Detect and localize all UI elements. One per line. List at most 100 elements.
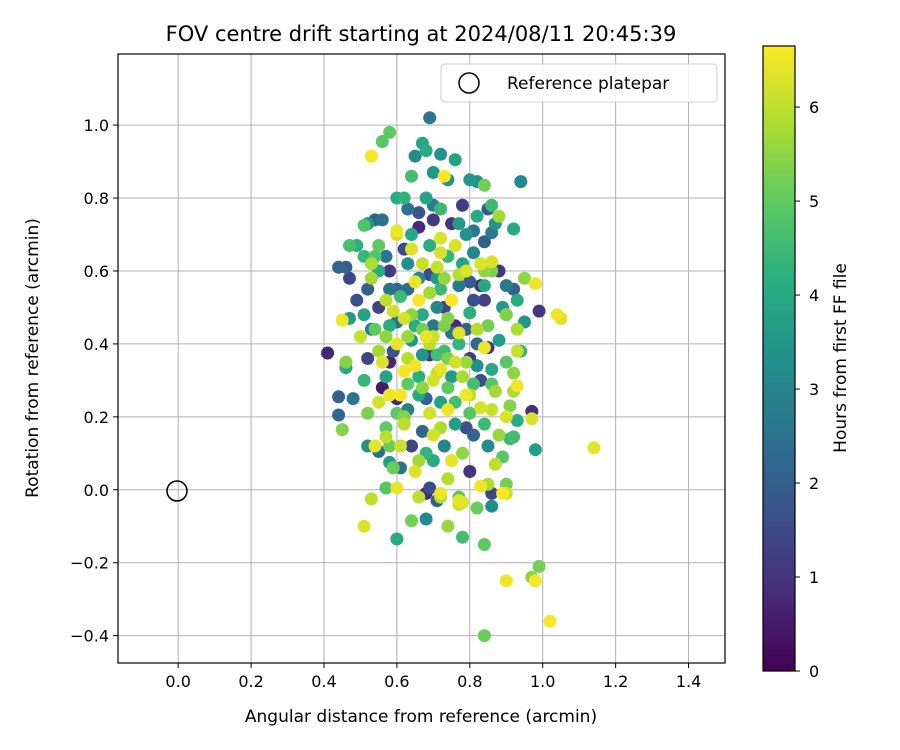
data-point	[477, 235, 491, 249]
x-tick-label: 0.2	[238, 672, 263, 691]
legend-box	[440, 63, 718, 103]
data-point	[426, 213, 440, 227]
colorbar-tick-label: 5	[809, 192, 819, 211]
data-point	[375, 213, 389, 227]
data-point	[485, 255, 499, 269]
data-point	[423, 239, 437, 252]
data-point	[361, 282, 375, 296]
data-point	[459, 355, 473, 369]
data-point	[357, 373, 371, 387]
data-point	[346, 392, 360, 406]
data-point	[459, 228, 473, 241]
data-point	[390, 337, 404, 351]
data-point	[364, 271, 378, 285]
data-point	[434, 147, 448, 161]
data-point	[412, 370, 426, 384]
data-point	[463, 173, 477, 187]
data-point	[510, 293, 524, 307]
x-tick-label: 0.4	[311, 672, 336, 691]
chart-title: FOV centre drift starting at 2024/08/11 …	[166, 22, 677, 46]
colorbar-gradient	[762, 45, 796, 672]
data-point	[408, 465, 422, 478]
data-point	[470, 501, 484, 515]
data-point	[470, 322, 484, 336]
data-point	[430, 300, 444, 314]
data-point	[332, 260, 346, 274]
data-point	[434, 202, 448, 216]
data-point	[379, 481, 393, 495]
data-point	[441, 381, 455, 395]
data-point	[492, 428, 506, 442]
data-point	[488, 384, 502, 398]
data-point	[379, 330, 393, 344]
data-point	[470, 359, 484, 373]
data-point	[532, 304, 546, 318]
data-point	[386, 461, 400, 475]
data-point	[386, 304, 400, 318]
data-point	[550, 308, 564, 322]
data-point	[419, 191, 433, 205]
colorbar-tick-label: 6	[809, 98, 819, 117]
data-point	[452, 279, 466, 293]
data-point	[518, 271, 531, 285]
data-point	[492, 333, 506, 347]
data-point	[412, 454, 426, 468]
data-point	[510, 322, 524, 336]
data-point	[408, 275, 422, 289]
data-point	[441, 519, 455, 533]
data-point	[405, 228, 418, 241]
data-point	[412, 490, 426, 504]
data-point	[477, 293, 491, 307]
data-point	[485, 362, 499, 376]
colorbar-tick-label: 3	[809, 380, 819, 399]
data-point	[445, 454, 459, 468]
data-point	[412, 293, 426, 307]
data-point	[434, 362, 448, 376]
y-tick-label: −0.2	[70, 554, 109, 573]
data-point	[477, 417, 491, 431]
data-point	[528, 443, 542, 457]
data-point	[401, 377, 415, 391]
x-tick-label: 1.4	[676, 672, 701, 691]
data-point	[423, 481, 437, 495]
data-point	[335, 423, 349, 437]
data-point	[390, 481, 404, 495]
data-point	[477, 538, 491, 551]
colorbar-tick-label: 0	[809, 662, 819, 681]
data-point	[419, 330, 433, 344]
data-point	[492, 209, 506, 223]
colorbar-label: Hours from first FF file	[831, 263, 851, 453]
data-point	[368, 322, 382, 336]
data-point	[445, 370, 459, 384]
data-point	[452, 217, 466, 231]
data-point	[477, 279, 491, 293]
data-point	[507, 366, 521, 380]
legend-marker-icon	[458, 72, 480, 94]
data-point	[357, 519, 371, 533]
data-point	[379, 430, 393, 444]
data-point	[357, 218, 371, 232]
data-point	[528, 574, 542, 588]
data-point	[408, 359, 422, 373]
data-point	[456, 370, 469, 384]
data-point	[459, 388, 473, 402]
data-point	[485, 198, 499, 212]
x-tick-label: 0.0	[165, 672, 190, 691]
data-point	[452, 326, 466, 340]
data-point	[470, 209, 484, 223]
data-point	[532, 559, 546, 573]
y-tick-label: 1.0	[84, 116, 109, 135]
data-point	[332, 408, 346, 422]
y-axis-ticks: −0.4 −0.2 0.0 0.2 0.4 0.6 0.8 1.0	[70, 116, 118, 646]
x-tick-label: 1.0	[530, 672, 555, 691]
data-point	[510, 414, 524, 427]
data-point	[383, 319, 397, 333]
data-point	[456, 530, 469, 544]
plot-frame	[117, 53, 726, 664]
data-point	[437, 439, 451, 453]
data-point	[408, 149, 422, 163]
data-points	[321, 111, 601, 643]
data-point	[474, 401, 488, 415]
data-point	[448, 355, 462, 369]
